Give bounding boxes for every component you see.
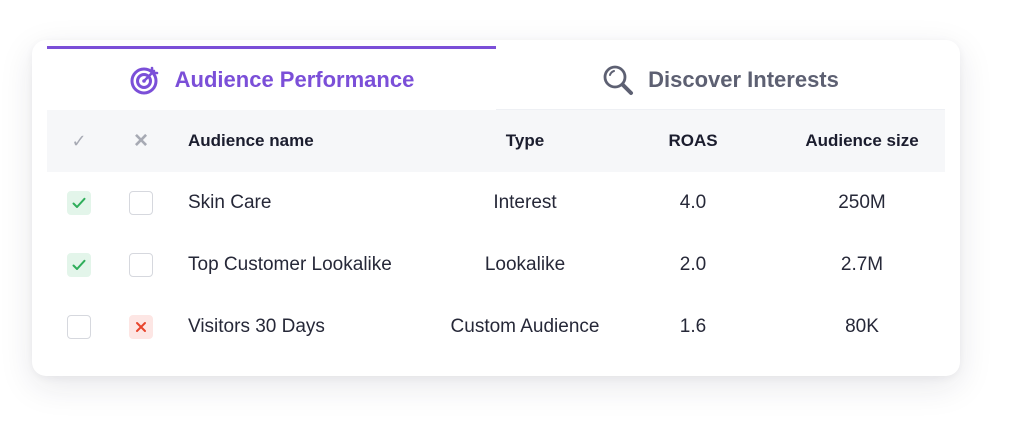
- audience-size: 80K: [845, 316, 879, 337]
- audience-type: Lookalike: [484, 254, 566, 275]
- header-type: Type: [505, 131, 545, 150]
- check-icon: ✓: [71, 130, 87, 151]
- table-header-row: ✓ × Audience name Type ROAS Audience siz…: [47, 110, 945, 172]
- tab-label: Audience Performance: [174, 66, 415, 92]
- tab-audience-performance[interactable]: Audience Performance: [47, 46, 496, 110]
- audience-roas: 4.0: [679, 192, 707, 213]
- target-icon: [129, 64, 161, 96]
- header-exclude-column: ×: [125, 110, 157, 172]
- audience-type: Interest: [493, 192, 557, 213]
- check-icon: [72, 197, 86, 208]
- table-row: Skin Care Interest 4.0 250M: [47, 172, 945, 234]
- tab-discover-interests[interactable]: Discover Interests: [496, 46, 945, 110]
- audience-roas: 2.0: [679, 254, 707, 275]
- header-audience-size: Audience size: [805, 131, 919, 150]
- header-audience-name: Audience name: [188, 131, 314, 150]
- table-row: Top Customer Lookalike Lookalike 2.0 2.7…: [47, 234, 945, 296]
- check-icon: [72, 259, 86, 270]
- audience-table: ✓ × Audience name Type ROAS Audience siz…: [47, 110, 945, 358]
- tab-bar: Audience Performance Discover Interests: [47, 46, 945, 110]
- header-include-column: ✓: [63, 110, 95, 172]
- tab-label: Discover Interests: [648, 66, 839, 92]
- audience-size: 250M: [838, 192, 886, 213]
- search-icon: [602, 64, 634, 96]
- audience-roas: 1.6: [679, 316, 707, 337]
- exclude-checkbox[interactable]: [129, 315, 153, 339]
- audience-name: Visitors 30 Days: [188, 316, 325, 337]
- include-checkbox[interactable]: [67, 191, 91, 215]
- exclude-checkbox[interactable]: [129, 253, 153, 277]
- audience-name: Top Customer Lookalike: [188, 254, 392, 275]
- include-checkbox[interactable]: [67, 315, 91, 339]
- audience-size: 2.7M: [840, 254, 884, 275]
- close-icon: [136, 322, 146, 332]
- exclude-checkbox[interactable]: [129, 191, 153, 215]
- audience-type: Custom Audience: [450, 316, 600, 337]
- include-checkbox[interactable]: [67, 253, 91, 277]
- close-icon: ×: [133, 127, 148, 154]
- audience-name: Skin Care: [188, 192, 272, 213]
- table-row: Visitors 30 Days Custom Audience 1.6 80K: [47, 296, 945, 358]
- header-roas: ROAS: [668, 131, 718, 150]
